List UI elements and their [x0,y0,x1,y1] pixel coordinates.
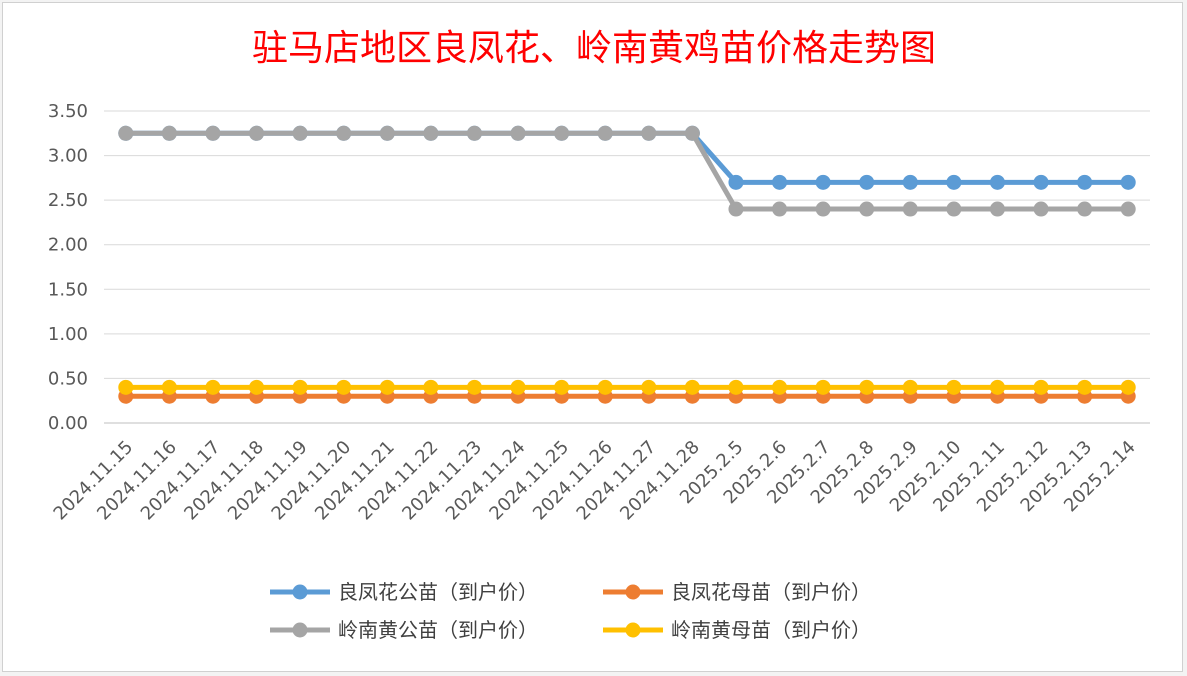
y-tick-label: 0.50 [48,368,88,389]
data-point [118,379,134,395]
data-point [379,379,395,395]
data-point [815,201,831,217]
chart-title: 驻马店地区良凤花、岭南黄鸡苗价格走势图 [252,28,936,69]
data-point [902,379,918,395]
data-point [859,174,875,190]
y-axis-ticks: 0.00 0.50 1.00 1.50 2.00 2.50 3.00 3.50 [48,101,88,434]
data-point [466,125,482,141]
series-line [125,130,1129,212]
gridlines [104,110,1150,424]
legend-swatch-marker [292,584,308,600]
data-point [423,379,439,395]
legend-label: 良凤花母苗（到户价） [671,580,871,604]
data-point [597,379,613,395]
data-point [946,379,962,395]
data-point [423,125,439,141]
y-tick-label: 1.50 [48,279,88,300]
data-point [989,174,1005,190]
data-point [772,201,788,217]
data-point [1120,379,1136,395]
data-point [772,174,788,190]
data-point [1033,379,1049,395]
legend-item: 良凤花公苗（到户价） [270,580,538,604]
legend: 良凤花公苗（到户价） 良凤花母苗（到户价） 岭南黄公苗（到户价） 岭南黄母苗（到户价） [270,580,871,642]
data-point [292,379,308,395]
data-point [902,174,918,190]
y-tick-label: 2.00 [48,235,88,256]
data-point [772,379,788,395]
data-point [466,379,482,395]
data-point [554,379,570,395]
legend-label: 良凤花公苗（到户价） [338,580,538,604]
y-tick-label: 0.00 [48,413,88,434]
x-axis-ticks: 2024.11.152024.11.162024.11.172024.11.18… [50,437,1140,525]
series-1 [118,388,1136,404]
data-point [510,125,526,141]
data-point [292,125,308,141]
y-tick-label: 3.00 [48,146,88,167]
data-point [205,125,221,141]
legend-item: 岭南黄母苗（到户价） [603,618,871,642]
legend-swatch-marker [625,584,641,600]
data-point [684,125,700,141]
data-point [728,201,744,217]
data-point [1077,174,1093,190]
data-point [815,174,831,190]
data-point [684,379,700,395]
data-point [336,379,352,395]
y-tick-label: 1.00 [48,324,88,345]
data-point [641,379,657,395]
data-point [641,125,657,141]
data-point [946,201,962,217]
data-point [379,125,395,141]
series-2 [118,125,1136,217]
data-point [902,201,918,217]
data-point [1120,174,1136,190]
data-point [1120,201,1136,217]
data-point [1033,174,1049,190]
data-point [859,379,875,395]
data-point [728,379,744,395]
data-point [815,379,831,395]
data-point [859,201,875,217]
legend-swatch-marker [625,622,641,638]
series-line [125,130,1129,185]
data-point [510,379,526,395]
legend-label: 岭南黄母苗（到户价） [671,618,871,642]
data-point [989,379,1005,395]
data-point [249,379,265,395]
legend-item: 良凤花母苗（到户价） [603,580,871,604]
legend-item: 岭南黄公苗（到户价） [270,618,538,642]
data-point [728,174,744,190]
data-point [946,174,962,190]
data-point [1077,201,1093,217]
legend-swatch-marker [292,622,308,638]
data-point [249,125,265,141]
data-point [336,125,352,141]
data-point [161,125,177,141]
data-point [1077,379,1093,395]
data-point [989,201,1005,217]
data-point [597,125,613,141]
data-point [1033,201,1049,217]
y-tick-label: 3.50 [48,101,88,122]
y-tick-label: 2.50 [48,190,88,211]
legend-label: 岭南黄公苗（到户价） [338,618,538,642]
data-point [554,125,570,141]
data-point [161,379,177,395]
data-point [205,379,221,395]
data-point [118,125,134,141]
series-layer [118,125,1136,404]
series-3 [118,379,1136,395]
